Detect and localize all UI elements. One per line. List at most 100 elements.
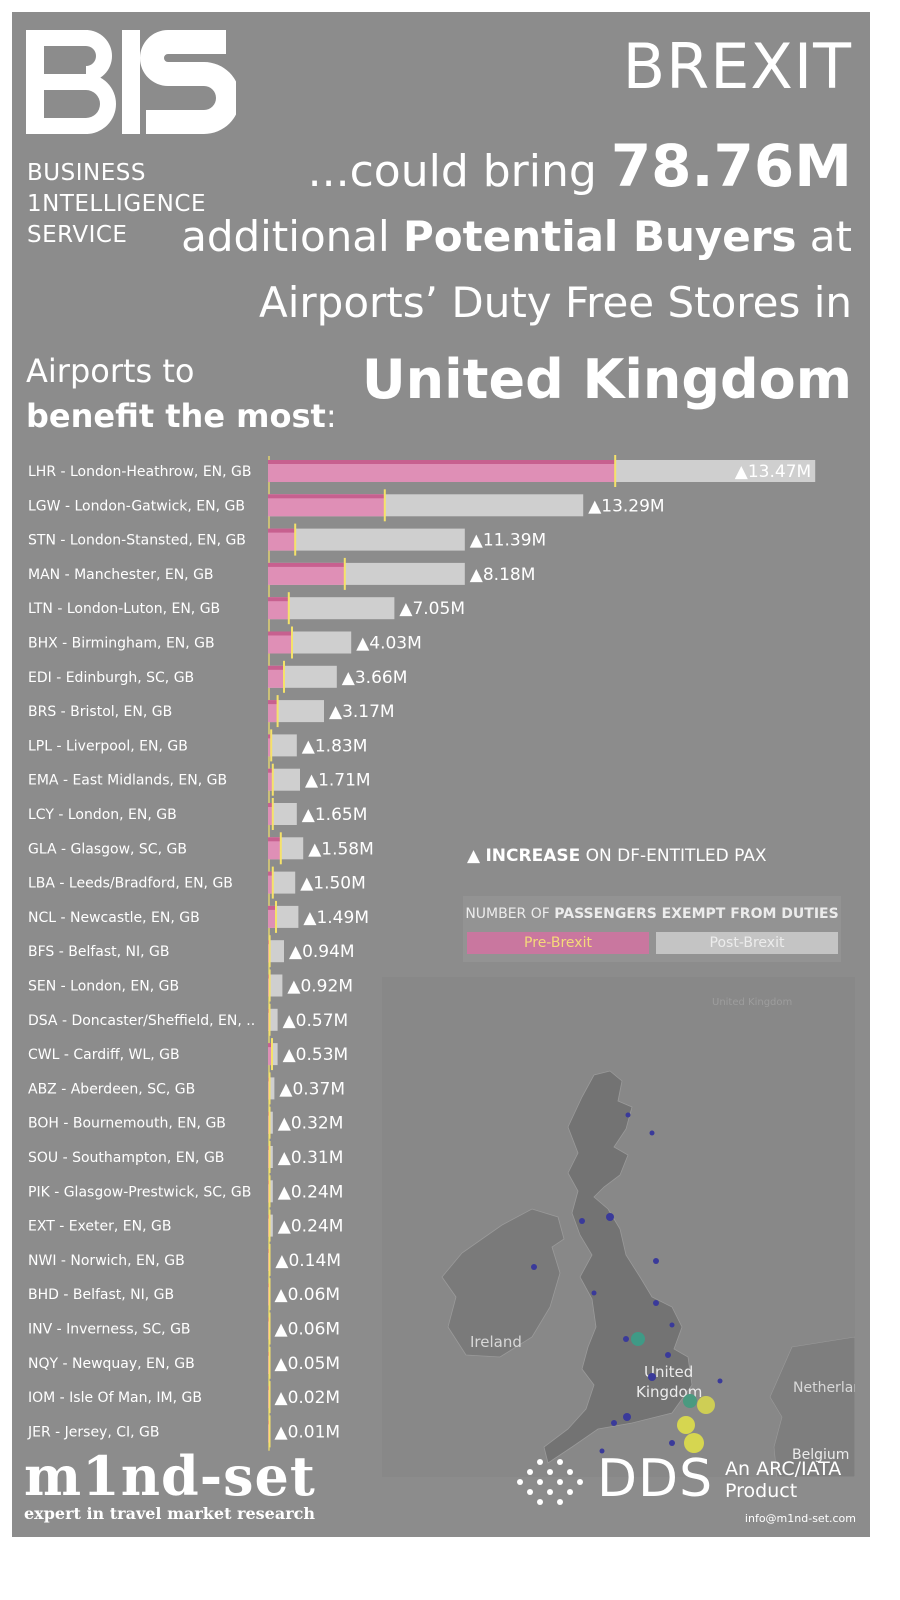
headline-country: United Kingdom: [361, 348, 852, 411]
bar-pre-brexit: [268, 665, 284, 688]
headline-total-value: 78.76M: [610, 132, 852, 200]
subtitle-line-1: Airports to: [26, 352, 195, 390]
bar-post-brexit: [268, 803, 297, 825]
bar-pre-brexit-edge: [268, 734, 272, 739]
increase-label: ▲0.32M: [278, 1114, 344, 1134]
increase-label: ▲0.53M: [283, 1045, 349, 1065]
mindset-logo: m1nd-set expert in travel market researc…: [22, 1444, 322, 1524]
headline-line-3-pre: additional: [181, 212, 404, 261]
mindset-wordmark: m1nd-set: [24, 1444, 316, 1508]
bar-pre-brexit-edge: [268, 562, 345, 567]
increase-label: ▲1.65M: [302, 805, 368, 825]
map-dot-ltn: [683, 1394, 697, 1408]
category-label: EXT - Exeter, EN, GB: [28, 1219, 171, 1235]
subtitle-colon: :: [325, 397, 337, 435]
bar-pre-brexit: [268, 837, 281, 860]
bar-post-brexit: [268, 871, 296, 894]
map-dot-edi: [606, 1213, 614, 1221]
mindset-tagline: expert in travel market research: [24, 1504, 315, 1523]
subtitle-line-2: benefit the most:: [26, 397, 337, 435]
category-label: BOH - Bournemouth, EN, GB: [28, 1116, 226, 1132]
category-label: LHR - London-Heathrow, EN, GB: [28, 464, 252, 480]
map-dot-bfs: [531, 1264, 537, 1270]
map-dot-nwi: [717, 1378, 723, 1384]
bar-post-brexit: [268, 734, 297, 757]
map-label-belgium: Belgium: [792, 1447, 849, 1463]
increase-label: ▲11.39M: [470, 531, 546, 551]
bar-pre-brexit-edge: [268, 700, 278, 705]
category-label: BRS - Bristol, EN, GB: [28, 704, 172, 720]
map-dot-cwl: [611, 1420, 617, 1426]
map-great-britain: [543, 1070, 693, 1464]
category-label: GLA - Glasgow, SC, GB: [28, 841, 187, 857]
headline-line-2-text: ...could bring: [307, 146, 611, 197]
bar-pre-brexit: [268, 768, 273, 791]
increase-label: ▲0.92M: [287, 977, 353, 997]
increase-label: ▲0.06M: [275, 1320, 341, 1340]
bar-pre-brexit-edge: [268, 768, 273, 773]
increase-label: ▲0.94M: [289, 942, 355, 962]
map-dot-abz: [649, 1130, 655, 1136]
increase-label: ▲0.01M: [275, 1422, 341, 1442]
increase-label: ▲0.06M: [275, 1285, 341, 1305]
bar-pre-brexit: [268, 460, 616, 482]
headline-line-3-bold: Potential Buyers: [403, 212, 797, 261]
bar-pre-brexit: [268, 631, 292, 654]
org-line-2: 1NTELLIGENCE: [27, 191, 206, 217]
map-dot-lgw: [677, 1416, 695, 1434]
category-label: NWI - Norwich, EN, GB: [28, 1253, 185, 1269]
bar-pre-brexit-edge: [268, 631, 292, 636]
map-dot-lpl: [623, 1336, 629, 1342]
org-line-3: SERVICE: [27, 222, 128, 248]
increase-label: ▲3.17M: [329, 702, 395, 722]
bar-pre-brexit: [268, 734, 272, 757]
map-dot-stn: [697, 1396, 715, 1414]
bar-pre-brexit: [268, 528, 296, 551]
increase-note-prefix: ▲: [467, 846, 486, 866]
increase-label: ▲3.66M: [342, 668, 408, 688]
map-dot-ncl: [653, 1258, 659, 1264]
legend-title: NUMBER OF PASSENGERS EXEMPT FROM DUTIES: [463, 906, 841, 922]
bar-post-brexit: [268, 974, 283, 997]
map-dot-dsa: [669, 1322, 675, 1328]
map-dot-exeter: [599, 1448, 605, 1454]
airport-bar-chart: LHR - London-Heathrow, EN, GB ▲13.47M LGW …: [27, 455, 816, 1451]
category-label: LBA - Leeds/Bradford, EN, GB: [28, 876, 233, 892]
map-label-netherlands: Netherlands: [793, 1380, 855, 1396]
dds-tagline-2: Product: [725, 1480, 798, 1502]
dds-dots-icon: [517, 1459, 583, 1505]
legend-pre-brexit: Pre-Brexit: [467, 932, 649, 954]
bar-pre-brexit: [268, 494, 385, 517]
category-label: NQY - Newquay, EN, GB: [28, 1356, 195, 1372]
bar-pre-brexit-edge: [268, 1043, 272, 1048]
bar-pre-brexit-edge: [268, 837, 281, 842]
increase-label: ▲13.47M: [735, 462, 811, 482]
category-label: BHD - Belfast, NI, GB: [28, 1287, 174, 1303]
bar-pre-brexit: [268, 871, 273, 894]
bar-post-brexit: [268, 597, 395, 620]
increase-note-bold: INCREASE: [485, 846, 581, 866]
category-label: LGW - London-Gatwick, EN, GB: [28, 498, 245, 514]
increase-label: ▲8.18M: [470, 565, 536, 585]
increase-label: ▲1.83M: [302, 736, 368, 756]
category-label: NCL - Newcastle, EN, GB: [28, 910, 200, 926]
increase-label: ▲0.37M: [279, 1079, 345, 1099]
map-label-faint: United Kingdom: [712, 997, 792, 1008]
map-continent: [769, 1336, 855, 1477]
increase-label: ▲0.57M: [283, 1011, 349, 1031]
increase-label: ▲1.58M: [308, 839, 374, 859]
category-label: BFS - Belfast, NI, GB: [28, 944, 170, 960]
increase-label: ▲0.31M: [278, 1148, 344, 1168]
category-label: ABZ - Aberdeen, SC, GB: [28, 1081, 195, 1097]
increase-label: ▲1.71M: [305, 771, 371, 791]
map-dot-man: [631, 1332, 645, 1346]
category-label: SOU - Southampton, EN, GB: [28, 1150, 224, 1166]
bar-post-brexit: [268, 940, 284, 963]
headline-line-3: additional Potential Buyers at: [181, 212, 852, 261]
map-dot-lhr: [684, 1433, 704, 1453]
legend-title-bold: PASSENGERS EXEMPT FROM DUTIES: [554, 906, 839, 922]
headline-line-2: ...could bring 78.76M: [308, 132, 852, 200]
dds-wordmark: DDS: [597, 1449, 714, 1509]
increase-label: ▲7.05M: [399, 599, 465, 619]
bar-pre-brexit: [268, 597, 289, 620]
